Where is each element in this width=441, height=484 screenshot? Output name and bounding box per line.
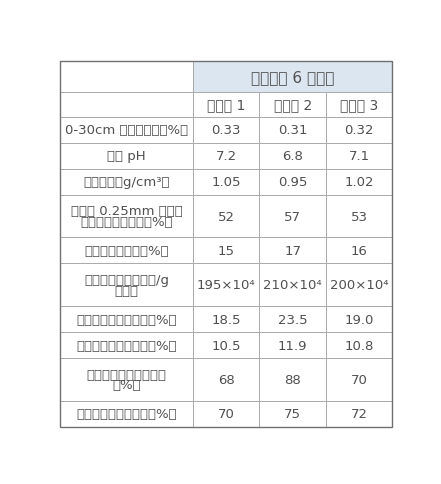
Text: 75: 75 — [284, 408, 301, 421]
Text: 23.5: 23.5 — [278, 313, 307, 326]
Bar — [259, 358, 326, 401]
Bar — [193, 118, 259, 143]
Bar — [259, 169, 326, 195]
Bar — [259, 401, 326, 427]
Text: 土壤中有效磷含量提高: 土壤中有效磷含量提高 — [86, 368, 166, 381]
Text: 70: 70 — [218, 408, 235, 421]
Bar — [326, 306, 392, 333]
Text: 0.33: 0.33 — [212, 124, 241, 137]
Text: 17: 17 — [284, 244, 301, 257]
Bar — [259, 264, 326, 306]
Bar — [259, 118, 326, 143]
Text: 53: 53 — [351, 210, 367, 223]
Text: 18.5: 18.5 — [212, 313, 241, 326]
Text: 土壤的吸水速率提高（%）: 土壤的吸水速率提高（%） — [76, 339, 177, 352]
Text: 0.31: 0.31 — [278, 124, 307, 137]
Bar — [326, 195, 392, 238]
Bar — [193, 195, 259, 238]
Bar — [60, 264, 193, 306]
Text: 11.9: 11.9 — [278, 339, 307, 352]
Bar — [259, 195, 326, 238]
Text: 72: 72 — [351, 408, 367, 421]
Text: 15: 15 — [218, 244, 235, 257]
Text: 10.8: 10.8 — [344, 339, 374, 352]
Bar — [326, 358, 392, 401]
Text: 土壤中微生物数量（/g: 土壤中微生物数量（/g — [84, 273, 169, 287]
Bar — [60, 238, 193, 264]
Bar — [193, 238, 259, 264]
Text: 实施例 2: 实施例 2 — [273, 98, 312, 112]
Bar — [326, 238, 392, 264]
Text: 1.05: 1.05 — [212, 176, 241, 189]
Text: 0.32: 0.32 — [344, 124, 374, 137]
Text: 6.8: 6.8 — [282, 150, 303, 163]
Bar — [193, 92, 259, 118]
Bar — [60, 169, 193, 195]
Text: 7.1: 7.1 — [348, 150, 370, 163]
Text: 88: 88 — [284, 373, 301, 386]
Text: （%）: （%） — [112, 378, 141, 392]
Text: 土壤的全氮含量提高（%）: 土壤的全氮含量提高（%） — [76, 408, 177, 421]
Bar — [193, 306, 259, 333]
Text: 7.2: 7.2 — [216, 150, 237, 163]
Text: 19.0: 19.0 — [344, 313, 374, 326]
Bar — [326, 333, 392, 358]
Bar — [193, 264, 259, 306]
Text: 16: 16 — [351, 244, 367, 257]
Text: 土壤改良 6 个月后: 土壤改良 6 个月后 — [251, 70, 334, 85]
Text: 1.02: 1.02 — [344, 176, 374, 189]
Text: 土壤的释水速率提高（%）: 土壤的释水速率提高（%） — [76, 313, 177, 326]
Text: 57: 57 — [284, 210, 301, 223]
Bar — [60, 92, 193, 118]
Bar — [326, 118, 392, 143]
Text: 10.5: 10.5 — [212, 339, 241, 352]
Bar — [326, 143, 392, 169]
Text: 稳性团粒结构含量（%）: 稳性团粒结构含量（%） — [80, 215, 173, 228]
Bar — [259, 92, 326, 118]
Bar — [193, 169, 259, 195]
Bar — [193, 62, 392, 92]
Bar — [60, 195, 193, 238]
Bar — [60, 118, 193, 143]
Text: 0.95: 0.95 — [278, 176, 307, 189]
Bar — [60, 401, 193, 427]
Bar — [259, 306, 326, 333]
Bar — [326, 169, 392, 195]
Text: 0-30cm 土层含盐量（%）: 0-30cm 土层含盐量（%） — [65, 124, 188, 137]
Text: 土壤容重（g/cm³）: 土壤容重（g/cm³） — [83, 176, 170, 189]
Text: 土壤 pH: 土壤 pH — [107, 150, 146, 163]
Bar — [259, 143, 326, 169]
Text: 实施例 3: 实施例 3 — [340, 98, 378, 112]
Bar — [259, 238, 326, 264]
Text: 52: 52 — [218, 210, 235, 223]
Text: 200×10⁴: 200×10⁴ — [330, 279, 389, 292]
Text: 土壤中 0.25mm 以上水: 土壤中 0.25mm 以上水 — [71, 205, 182, 218]
Text: 实施例 1: 实施例 1 — [207, 98, 246, 112]
Bar — [60, 62, 193, 92]
Text: 70: 70 — [351, 373, 367, 386]
Text: 68: 68 — [218, 373, 235, 386]
Bar — [259, 333, 326, 358]
Bar — [60, 333, 193, 358]
Bar — [60, 306, 193, 333]
Bar — [60, 143, 193, 169]
Bar — [326, 401, 392, 427]
Text: 210×10⁴: 210×10⁴ — [263, 279, 322, 292]
Bar — [326, 264, 392, 306]
Text: 195×10⁴: 195×10⁴ — [197, 279, 256, 292]
Bar — [193, 358, 259, 401]
Bar — [193, 401, 259, 427]
Bar — [326, 92, 392, 118]
Text: 土壤的透气孔隙（%）: 土壤的透气孔隙（%） — [84, 244, 169, 257]
Bar — [193, 143, 259, 169]
Bar — [60, 358, 193, 401]
Bar — [193, 333, 259, 358]
Text: 干土）: 干土） — [114, 284, 138, 297]
